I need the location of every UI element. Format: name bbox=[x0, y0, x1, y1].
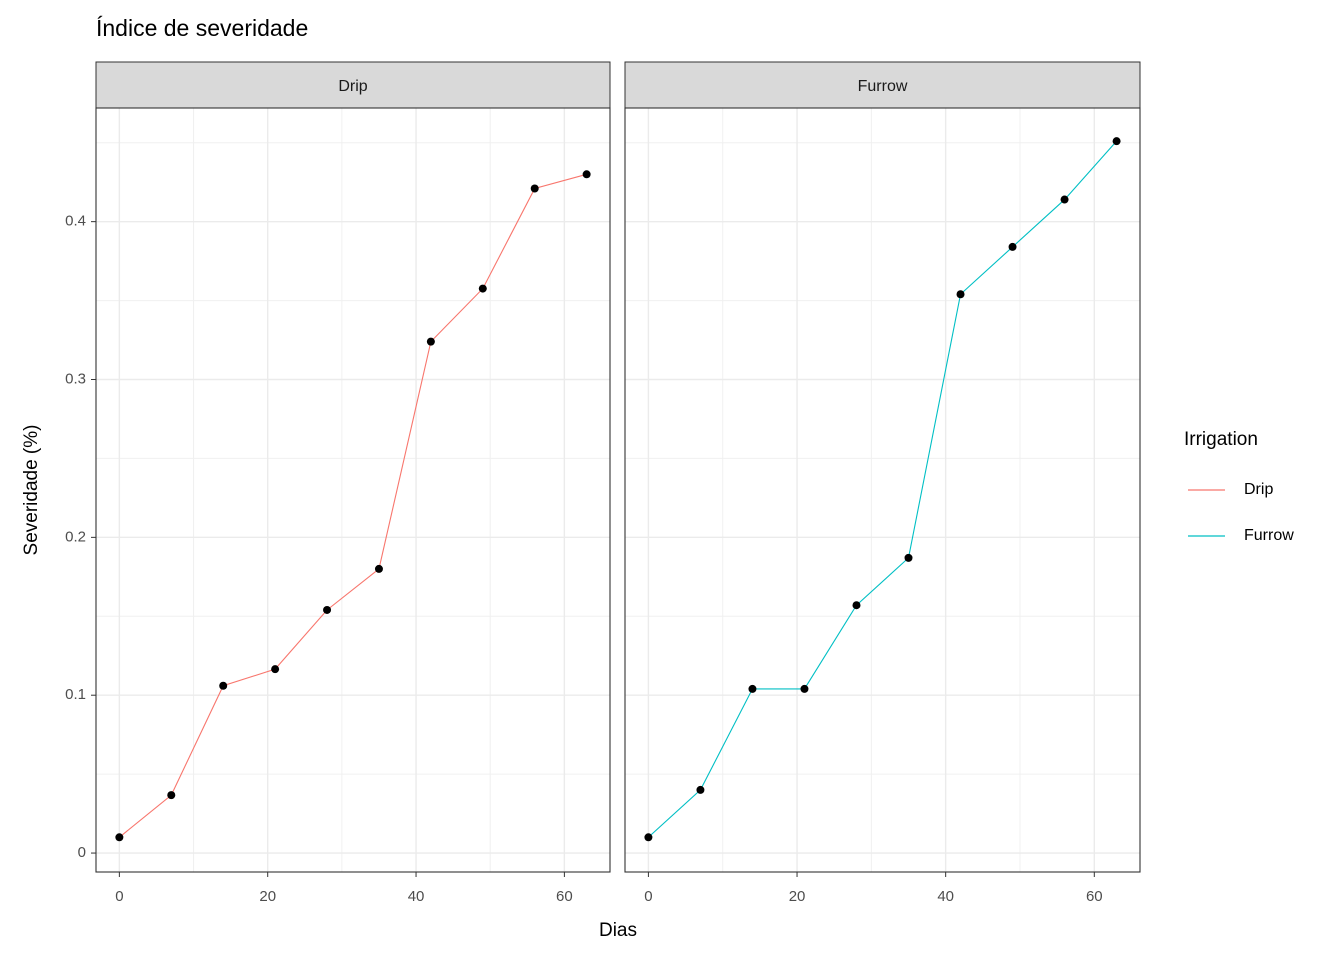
data-point bbox=[956, 290, 965, 299]
data-point bbox=[219, 681, 228, 690]
series-line bbox=[648, 140, 1118, 838]
x-tick-label: 0 bbox=[644, 888, 652, 905]
y-tick-label: 0.2 bbox=[65, 528, 86, 545]
panel-background bbox=[625, 108, 1140, 872]
data-point bbox=[1060, 195, 1069, 204]
x-tick-label: 20 bbox=[789, 888, 806, 905]
y-tick-label: 0.3 bbox=[65, 370, 86, 387]
chart-title: Índice de severidade bbox=[96, 15, 308, 41]
data-point bbox=[115, 833, 124, 842]
x-tick-label: 20 bbox=[259, 888, 276, 905]
data-point bbox=[271, 665, 280, 674]
panel-border bbox=[95, 107, 611, 873]
legend-title: Irrigation bbox=[1184, 429, 1258, 450]
y-axis-label: Severidade (%) bbox=[21, 425, 42, 556]
x-tick-label: 40 bbox=[408, 888, 425, 905]
facet-label: Furrow bbox=[858, 78, 908, 95]
x-tick-label: 60 bbox=[1086, 888, 1103, 905]
y-tick-label: 0.1 bbox=[65, 686, 86, 703]
data-point bbox=[696, 785, 705, 794]
data-point bbox=[1008, 242, 1017, 251]
data-point bbox=[426, 337, 435, 346]
x-axis-label: Dias bbox=[599, 920, 637, 941]
x-tick-label: 40 bbox=[937, 888, 954, 905]
x-tick-label: 60 bbox=[556, 888, 573, 905]
data-point bbox=[852, 601, 861, 610]
data-point bbox=[478, 284, 487, 293]
data-point bbox=[374, 564, 383, 573]
panel-background bbox=[96, 108, 610, 872]
facet-label: Drip bbox=[338, 78, 367, 95]
data-point bbox=[800, 684, 809, 693]
y-tick-label: 0 bbox=[78, 844, 86, 861]
data-point bbox=[748, 684, 757, 693]
data-point bbox=[904, 553, 913, 562]
x-tick-label: 0 bbox=[115, 888, 123, 905]
data-point bbox=[530, 184, 539, 193]
data-point bbox=[323, 605, 332, 614]
data-point bbox=[167, 791, 176, 800]
legend-label: Furrow bbox=[1244, 527, 1294, 544]
panel-border bbox=[624, 107, 1141, 873]
data-point bbox=[582, 170, 591, 179]
facet-strip bbox=[624, 61, 1141, 109]
y-tick-label: 0.4 bbox=[65, 213, 86, 230]
data-point bbox=[644, 833, 653, 842]
data-point bbox=[1112, 137, 1121, 146]
legend-label: Drip bbox=[1244, 481, 1273, 498]
series-line bbox=[119, 173, 587, 838]
